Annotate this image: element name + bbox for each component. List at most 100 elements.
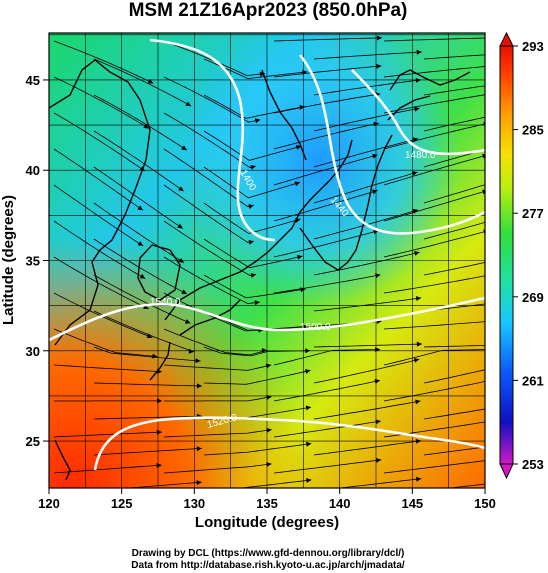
- streamline-arrowhead: [266, 462, 272, 467]
- streamline: [423, 262, 485, 276]
- streamline: [125, 481, 202, 488]
- colorbar-tick-label: 285: [522, 123, 544, 138]
- streamline: [93, 382, 203, 387]
- streamline: [93, 346, 201, 362]
- streamline-arrowhead: [143, 304, 149, 309]
- credit-drawing: Drawing by DCL (https://www.gfd-dennou.o…: [132, 548, 405, 559]
- streamline: [383, 37, 485, 42]
- streamline-arrowhead: [413, 358, 420, 363]
- streamline: [53, 112, 146, 172]
- streamline: [423, 184, 485, 204]
- streamline-arrowhead: [412, 208, 418, 214]
- streamline: [163, 364, 272, 371]
- streamline: [53, 40, 154, 84]
- y-tick-label: 25: [26, 434, 40, 449]
- contour-label-1480: 1480.0: [405, 150, 436, 161]
- streamline: [53, 256, 149, 310]
- y-tick-label: 30: [26, 344, 40, 359]
- streamline: [423, 344, 485, 348]
- streamline: [93, 448, 202, 456]
- contour-label-1540: 1540.0: [150, 297, 181, 308]
- streamline-arrowhead: [147, 78, 154, 84]
- streamline: [203, 238, 303, 269]
- streamline: [383, 321, 485, 330]
- coastlines: [49, 59, 471, 481]
- streamline-arrowhead: [414, 106, 420, 112]
- streamline-arrowhead: [522, 171, 528, 176]
- streamline-arrowhead: [178, 186, 184, 192]
- streamline-arrowhead: [266, 395, 272, 400]
- streamline-arrowhead: [266, 427, 272, 433]
- streamline: [423, 116, 485, 132]
- streamline-arrowhead: [487, 36, 492, 41]
- streamline: [383, 155, 485, 186]
- streamline-arrowhead: [177, 223, 183, 229]
- streamline: [383, 66, 485, 78]
- streamline-arrowhead: [143, 123, 149, 129]
- streamline-arrowhead: [254, 118, 261, 124]
- streamline: [383, 190, 485, 222]
- streamline: [93, 166, 184, 229]
- streamline-arrowhead: [485, 92, 490, 97]
- colorbar-tick-label: 261: [522, 373, 544, 388]
- streamline-arrowhead: [416, 476, 422, 482]
- streamline: [203, 166, 301, 199]
- streamline-arrowhead: [250, 273, 256, 278]
- streamline: [93, 310, 195, 353]
- y-tick-label: 35: [26, 254, 40, 269]
- streamline: [273, 459, 382, 474]
- streamline: [423, 54, 485, 60]
- streamline: [313, 440, 422, 456]
- y-tick-label: 45: [26, 73, 40, 88]
- x-tick-label: 135: [256, 496, 278, 511]
- streamline-arrowhead: [486, 419, 491, 424]
- streamline: [273, 93, 381, 114]
- map-title: MSM 21Z16Apr2023 (850.0hPa): [129, 0, 408, 21]
- streamline-arrowhead: [250, 165, 256, 170]
- colorbar-tick-label: 253: [522, 457, 544, 472]
- streamline: [163, 429, 272, 438]
- streamline-arrowhead: [412, 137, 419, 143]
- streamline: [203, 274, 306, 299]
- streamline: [383, 231, 485, 258]
- colorbar-tick-label: 269: [522, 290, 544, 305]
- streamline: [273, 349, 381, 366]
- lat-lon-grid: [49, 33, 485, 488]
- colorbar-tick-label: 293: [522, 39, 544, 54]
- streamline-arrowhead: [261, 347, 267, 353]
- streamline-arrowhead: [523, 137, 529, 142]
- colorbar: 253 261 269 277 285 293: [499, 31, 544, 480]
- colorbar-tick-label: 277: [522, 206, 544, 221]
- streamline-arrowhead: [137, 241, 144, 246]
- streamline-arrowhead: [306, 441, 312, 447]
- streamline: [163, 328, 268, 356]
- streamline-arrowhead: [297, 254, 303, 260]
- streamline-arrowhead: [486, 458, 491, 463]
- streamline-arrowhead: [415, 78, 421, 83]
- streamline: [313, 251, 420, 276]
- streamline-arrowhead: [181, 145, 187, 151]
- streamline: [203, 202, 301, 234]
- streamline: [313, 107, 420, 132]
- streamline-arrowhead: [196, 480, 202, 486]
- streamline-arrowhead: [248, 204, 254, 209]
- streamline: [163, 220, 257, 277]
- streamline: [273, 190, 378, 222]
- plot-area: 1400 1440 1480.0 1500.0 1520.0 1540.0: [49, 33, 531, 488]
- streamline: [93, 415, 203, 420]
- streamline: [53, 431, 162, 438]
- streamline: [313, 138, 419, 168]
- streamline: [383, 94, 485, 114]
- streamline-arrowhead: [185, 101, 192, 107]
- x-tick-label: 140: [329, 496, 351, 511]
- streamline-arrowhead: [416, 341, 422, 347]
- streamline: [446, 483, 485, 488]
- streamline-arrowhead: [526, 439, 531, 444]
- streamline-arrowhead: [181, 289, 187, 294]
- x-axis-ticks: 120 125 130 135 140 145 150: [38, 488, 496, 511]
- x-tick-label: 130: [183, 496, 205, 511]
- streamline: [273, 122, 379, 150]
- streamline-arrowhead: [415, 399, 421, 405]
- streamline: [273, 154, 378, 186]
